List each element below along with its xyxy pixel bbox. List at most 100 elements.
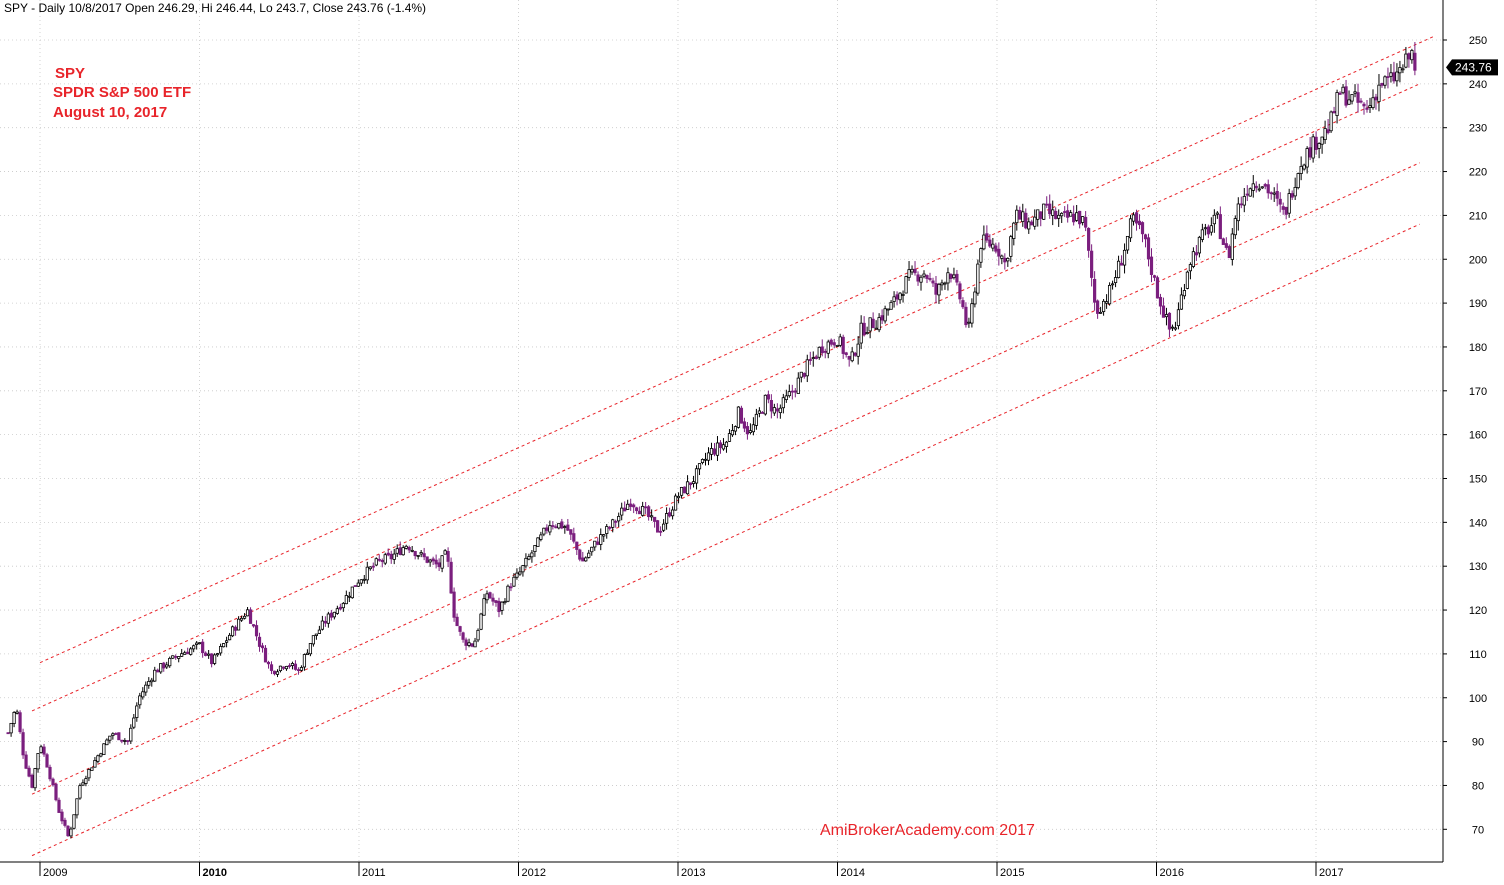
candle-up bbox=[1350, 94, 1354, 102]
candle-up bbox=[9, 722, 13, 734]
candle-up bbox=[1099, 311, 1103, 314]
candle-up bbox=[108, 735, 112, 741]
grid-lines bbox=[0, 0, 1443, 862]
candle-up bbox=[299, 667, 304, 671]
candle-up bbox=[111, 733, 115, 737]
candle-down bbox=[862, 322, 866, 336]
y-tick-label: 100 bbox=[1469, 693, 1487, 705]
candle-down bbox=[117, 732, 121, 741]
candle-up bbox=[1182, 290, 1187, 297]
candle-up bbox=[213, 654, 217, 664]
candle-down bbox=[949, 273, 953, 279]
candle-up bbox=[868, 317, 872, 332]
candle-up bbox=[907, 269, 911, 278]
candle-down bbox=[413, 551, 417, 557]
candle-down bbox=[1045, 203, 1049, 206]
candle-down bbox=[1281, 206, 1285, 210]
candle-down bbox=[635, 507, 639, 512]
candle-up bbox=[1296, 173, 1300, 189]
y-tick-label: 80 bbox=[1472, 780, 1484, 792]
candle-down bbox=[48, 766, 52, 780]
candle-up bbox=[1122, 249, 1127, 266]
candle-up bbox=[443, 550, 447, 555]
candle-down bbox=[210, 653, 214, 665]
candle-up bbox=[1075, 212, 1079, 221]
watermark-text: AmiBrokerAcademy.com 2017 bbox=[820, 822, 1035, 839]
candle-up bbox=[700, 459, 705, 464]
candle-up bbox=[1311, 136, 1315, 159]
candle-up bbox=[1057, 214, 1061, 219]
candle-up bbox=[1200, 229, 1204, 240]
candle-up bbox=[102, 743, 106, 755]
candle-down bbox=[632, 504, 636, 508]
candle-down bbox=[1155, 277, 1160, 299]
x-tick-label: 2012 bbox=[522, 867, 546, 879]
candle-up bbox=[1305, 148, 1309, 168]
candle-up bbox=[290, 663, 295, 666]
candle-down bbox=[296, 669, 301, 671]
candle-up bbox=[715, 442, 720, 456]
candle-down bbox=[569, 529, 573, 535]
x-tick-label: 2011 bbox=[362, 867, 386, 879]
candle-up bbox=[500, 601, 504, 611]
candle-up bbox=[365, 566, 369, 581]
candle-up bbox=[1107, 285, 1112, 305]
last-price-label: 243.76 bbox=[1455, 60, 1492, 74]
candle-up bbox=[1377, 84, 1381, 102]
candle-up bbox=[317, 629, 321, 634]
candle-up bbox=[1015, 209, 1019, 224]
candle-down bbox=[832, 342, 836, 346]
candle-up bbox=[691, 481, 696, 484]
candle-down bbox=[371, 565, 375, 568]
candle-down bbox=[1087, 227, 1091, 251]
candle-up bbox=[275, 671, 280, 675]
candle-up bbox=[195, 642, 199, 645]
candle-up bbox=[284, 665, 289, 670]
candle-down bbox=[1161, 305, 1166, 318]
candle-down bbox=[712, 448, 717, 455]
candle-up bbox=[225, 640, 229, 643]
candle-down bbox=[21, 732, 25, 756]
candle-up bbox=[1203, 227, 1207, 230]
candle-down bbox=[1048, 203, 1052, 215]
candle-down bbox=[287, 665, 292, 667]
candle-down bbox=[1326, 129, 1330, 134]
candle-down bbox=[1030, 221, 1034, 226]
candle-up bbox=[856, 343, 860, 357]
candle-up bbox=[93, 760, 97, 768]
y-tick-label: 160 bbox=[1469, 430, 1487, 442]
candle-up bbox=[1164, 314, 1169, 318]
candle-up bbox=[611, 519, 615, 528]
candle-down bbox=[425, 556, 429, 563]
chart-header-title: SPY - Daily 10/8/2017 Open 246.29, Hi 24… bbox=[4, 1, 426, 15]
y-tick-label: 150 bbox=[1469, 474, 1487, 486]
candle-down bbox=[913, 268, 917, 274]
candle-down bbox=[808, 359, 812, 361]
candle-up bbox=[395, 548, 399, 554]
candle-down bbox=[853, 352, 857, 356]
candle-down bbox=[847, 355, 851, 360]
candle-down bbox=[1413, 52, 1417, 71]
candle-down bbox=[1269, 192, 1273, 195]
candle-up bbox=[171, 655, 175, 659]
candle-down bbox=[1227, 246, 1231, 259]
candle-up bbox=[1104, 301, 1109, 304]
candle-up bbox=[362, 578, 366, 581]
candle-up bbox=[754, 413, 758, 426]
candle-up bbox=[141, 691, 145, 698]
candle-down bbox=[572, 533, 576, 542]
candle-up bbox=[1317, 143, 1321, 149]
candle-down bbox=[934, 283, 938, 295]
candle-up bbox=[727, 433, 732, 442]
candle-down bbox=[323, 620, 327, 624]
candle-down bbox=[566, 524, 570, 531]
candle-down bbox=[1078, 210, 1082, 225]
channel-line bbox=[31, 223, 1420, 857]
candle-down bbox=[988, 239, 992, 247]
candle-up bbox=[1102, 300, 1106, 312]
candle-up bbox=[991, 243, 995, 249]
candle-up bbox=[335, 608, 339, 614]
candle-down bbox=[51, 778, 55, 786]
candle-up bbox=[883, 308, 887, 322]
last-price-badge: 243.76 bbox=[1446, 59, 1498, 76]
